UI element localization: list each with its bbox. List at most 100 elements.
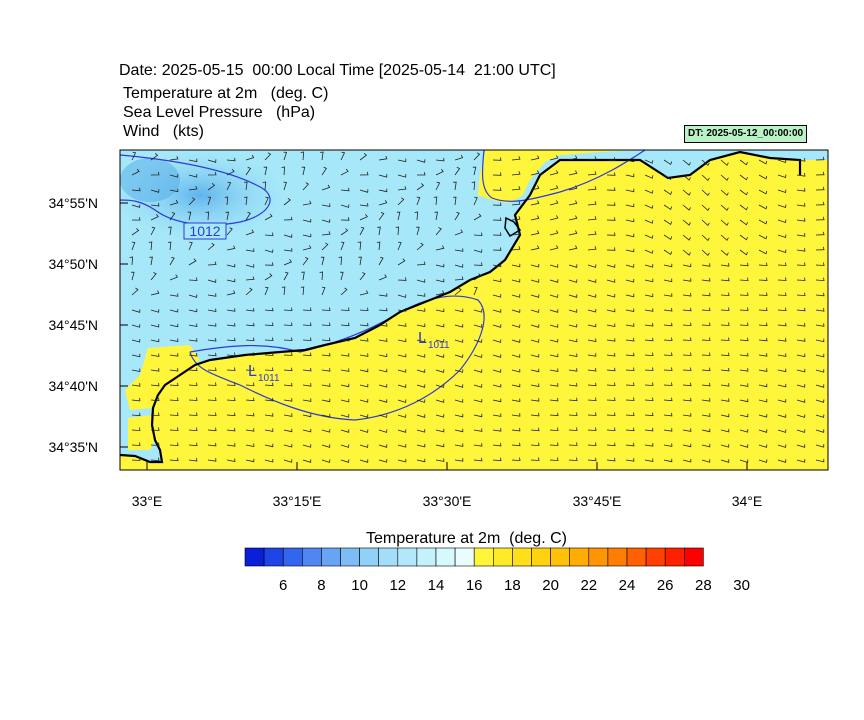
lon-label: 33°30'E xyxy=(422,493,472,509)
wind-barb xyxy=(435,168,444,176)
wind-barb xyxy=(758,337,768,342)
wind-barb xyxy=(777,414,787,418)
colorbar-swatch xyxy=(378,547,399,567)
wind-barb xyxy=(340,429,350,433)
wind-barb xyxy=(587,201,597,206)
colorbar-label: 14 xyxy=(427,577,445,594)
wind-barb xyxy=(188,412,198,416)
wind-barb xyxy=(530,200,540,206)
wind-barb xyxy=(758,322,768,327)
wind-barb xyxy=(720,444,730,448)
wind-barb xyxy=(777,368,787,373)
wind-barb xyxy=(682,189,691,196)
wind-barb xyxy=(549,279,559,283)
wind-barb xyxy=(188,308,198,313)
wind-barb xyxy=(549,155,559,161)
wind-barb xyxy=(739,352,749,357)
warm-patch-north xyxy=(478,150,560,203)
wind-barb xyxy=(625,248,635,253)
wind-barb xyxy=(359,307,369,312)
wind-barb xyxy=(378,200,388,206)
wind-barb xyxy=(321,219,331,223)
wind-barb xyxy=(492,442,502,447)
wind-barb xyxy=(739,249,748,256)
wind-barb xyxy=(169,457,179,462)
wind-barb xyxy=(568,279,578,283)
wind-barb xyxy=(434,211,438,221)
wind-barb xyxy=(625,188,635,193)
wind-barb xyxy=(492,413,502,417)
wind-barb xyxy=(682,278,692,282)
wind-barb xyxy=(131,427,141,432)
wind-barb xyxy=(378,414,388,418)
wind-barb xyxy=(587,382,597,387)
wind-barb xyxy=(530,215,540,221)
wind-barb xyxy=(397,444,407,448)
wind-barb xyxy=(777,338,787,342)
wind-barb xyxy=(245,264,255,268)
wind-barb xyxy=(701,443,711,448)
wind-barb xyxy=(492,384,502,388)
wind-barb xyxy=(435,157,445,162)
wind-barb xyxy=(416,261,426,266)
wind-barb xyxy=(188,185,198,191)
wind-barb xyxy=(340,383,350,388)
wind-barb xyxy=(815,201,825,206)
wind-barb xyxy=(739,398,749,403)
bay-outline xyxy=(504,216,522,238)
wind-barb xyxy=(682,428,692,432)
wind-barb xyxy=(263,166,268,176)
wind-barb xyxy=(777,277,787,281)
wind-barb xyxy=(777,444,787,448)
wind-barb xyxy=(454,324,464,328)
wind-barb xyxy=(320,151,324,161)
wind-barb xyxy=(568,264,578,268)
wind-barb xyxy=(245,211,251,221)
wind-barb xyxy=(321,322,331,326)
wind-barb xyxy=(777,159,787,164)
wind-barb xyxy=(321,307,331,311)
wind-barb xyxy=(207,196,212,206)
wind-barb xyxy=(245,154,255,161)
wind-barb xyxy=(340,241,345,251)
wind-barb xyxy=(587,231,597,236)
wind-barb xyxy=(150,427,160,431)
wind-barb xyxy=(644,234,654,239)
wind-barb xyxy=(397,258,406,266)
colorbar-label: 6 xyxy=(279,577,288,594)
wind-barb xyxy=(359,322,369,327)
wind-barb xyxy=(511,324,521,328)
wind-barb xyxy=(511,156,521,161)
wind-barb xyxy=(397,158,407,163)
wind-barb xyxy=(568,442,578,446)
wind-barb xyxy=(359,202,369,207)
wind-barb xyxy=(625,397,635,401)
wind-barb xyxy=(378,459,388,463)
wind-barb xyxy=(435,384,445,388)
wind-barb xyxy=(283,248,293,252)
wind-barb xyxy=(397,338,407,343)
wind-barb xyxy=(207,382,217,386)
low-symbol-east: L xyxy=(418,330,427,347)
wind-barb xyxy=(625,158,635,163)
wind-barb xyxy=(530,294,540,298)
wind-barb xyxy=(473,384,483,388)
wind-barb xyxy=(283,271,289,281)
wind-barb xyxy=(397,308,407,312)
wind-barb xyxy=(682,397,692,402)
wind-barb xyxy=(264,152,272,161)
wind-barb xyxy=(340,353,350,357)
wind-barb xyxy=(815,323,825,327)
wind-barb xyxy=(663,189,673,196)
wind-barb xyxy=(720,159,729,166)
wind-barb xyxy=(283,197,291,206)
wind-barb xyxy=(397,414,407,418)
wind-barb xyxy=(207,397,217,401)
colorbar-swatch xyxy=(550,547,570,567)
wind-barb xyxy=(568,382,578,387)
wind-barb xyxy=(357,241,362,251)
wind-barb xyxy=(549,368,559,372)
colorbar-swatch xyxy=(473,547,494,567)
wind-barb xyxy=(416,242,424,251)
